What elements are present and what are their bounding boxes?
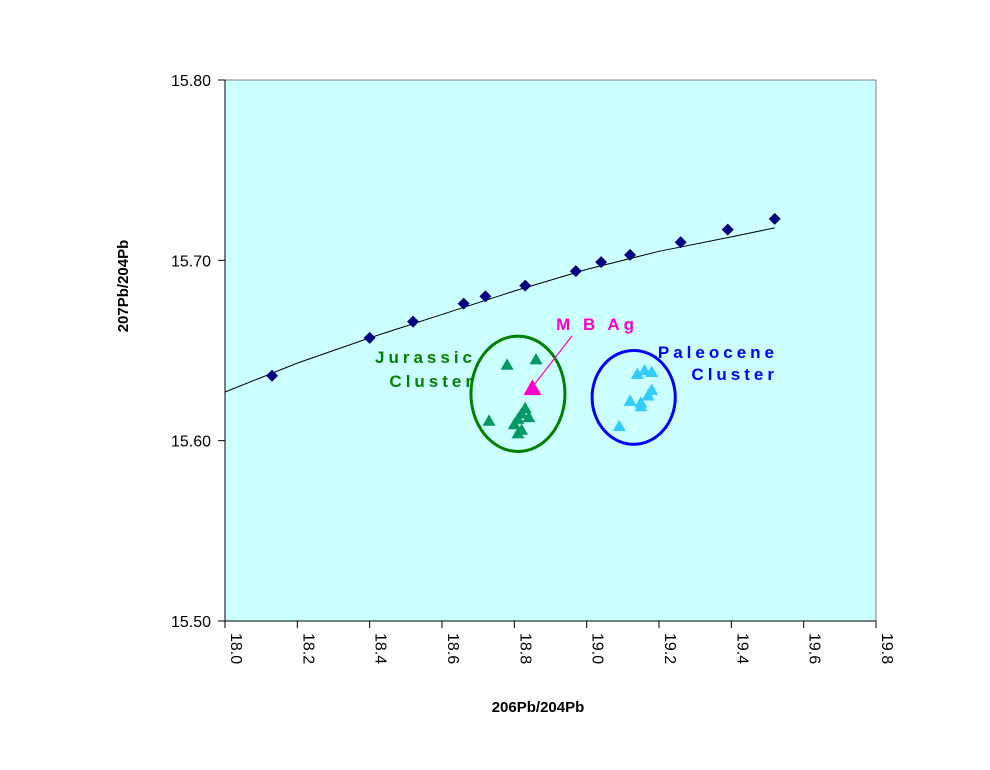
curve-diamond-point — [569, 265, 582, 278]
x-tick-label: 19.4 — [733, 633, 750, 664]
mbag-label: M B Ag — [556, 315, 638, 334]
paleocene-triangle-point — [623, 394, 637, 406]
y-tick-label: 15.70 — [171, 253, 211, 270]
paleocene-triangle-point — [630, 367, 644, 379]
cluster-ellipses — [469, 334, 677, 453]
curve-diamond-point — [266, 369, 279, 382]
curve-diamond-point — [457, 297, 470, 310]
jurassic-triangle-point — [511, 426, 525, 439]
x-tick-label: 19.6 — [806, 633, 823, 664]
x-tick-label: 19.8 — [878, 633, 895, 664]
jurassic-triangle-point — [529, 353, 543, 365]
paleocene-triangle-point — [638, 363, 652, 376]
data-points — [266, 212, 781, 439]
paleocene-triangle-point — [634, 399, 648, 412]
paleocene-cluster-ellipse — [590, 349, 677, 446]
x-tick-label: 19.2 — [661, 633, 678, 664]
x-tick-label: 19.0 — [589, 633, 606, 664]
jurassic-cluster-ellipse — [469, 334, 567, 453]
paleocene-cluster-label: Paleocene — [658, 343, 778, 362]
x-tick-label: 18.2 — [299, 633, 316, 664]
jurassic-cluster-label: Jurassic — [375, 348, 476, 367]
y-tick-label: 15.50 — [171, 614, 211, 631]
curve-diamond-point — [674, 236, 687, 249]
jurassic-triangle-point — [500, 358, 514, 370]
jurassic-triangle-point — [522, 410, 536, 423]
curve-diamond-point — [624, 248, 637, 261]
y-tick-label: 15.60 — [171, 434, 211, 451]
curve-diamond-point — [363, 331, 376, 344]
paleocene-triangle-point — [612, 419, 626, 432]
curve-diamond-point — [721, 223, 734, 236]
curve-diamond-point — [768, 212, 781, 225]
paleocene-triangle-point — [645, 383, 659, 396]
x-tick-label: 18.4 — [372, 633, 389, 664]
annotations: Jurassic Cluster Paleocene Cluster M B Ag — [375, 315, 778, 391]
curve-diamond-point — [519, 279, 532, 292]
jurassic-triangle-point — [482, 414, 496, 426]
mbag-leader-line — [533, 335, 573, 385]
x-axis-title: 206Pb/204Pb — [492, 699, 585, 716]
paleocene-triangle-point — [645, 365, 659, 378]
trend-curve — [224, 227, 775, 393]
y-axis-title: 207Pb/204Pb — [115, 240, 132, 333]
curve-diamond-point — [595, 256, 608, 269]
y-tick-label: 15.80 — [171, 73, 211, 90]
curve-diamond-point — [407, 315, 420, 328]
mbag-triangle-point — [523, 379, 542, 396]
jurassic-cluster-label: Cluster — [389, 372, 476, 391]
x-tick-label: 18.6 — [444, 633, 461, 664]
paleocene-cluster-label: Cluster — [691, 365, 778, 384]
curve-diamond-point — [479, 290, 492, 303]
x-tick-label: 18.8 — [516, 633, 533, 664]
jurassic-triangle-point — [518, 401, 532, 414]
axis-ticks: 15.50 15.60 15.70 15.80 18.0 18.2 18.4 18.6 18.8… — [171, 73, 895, 664]
x-tick-label: 18.0 — [227, 633, 244, 664]
